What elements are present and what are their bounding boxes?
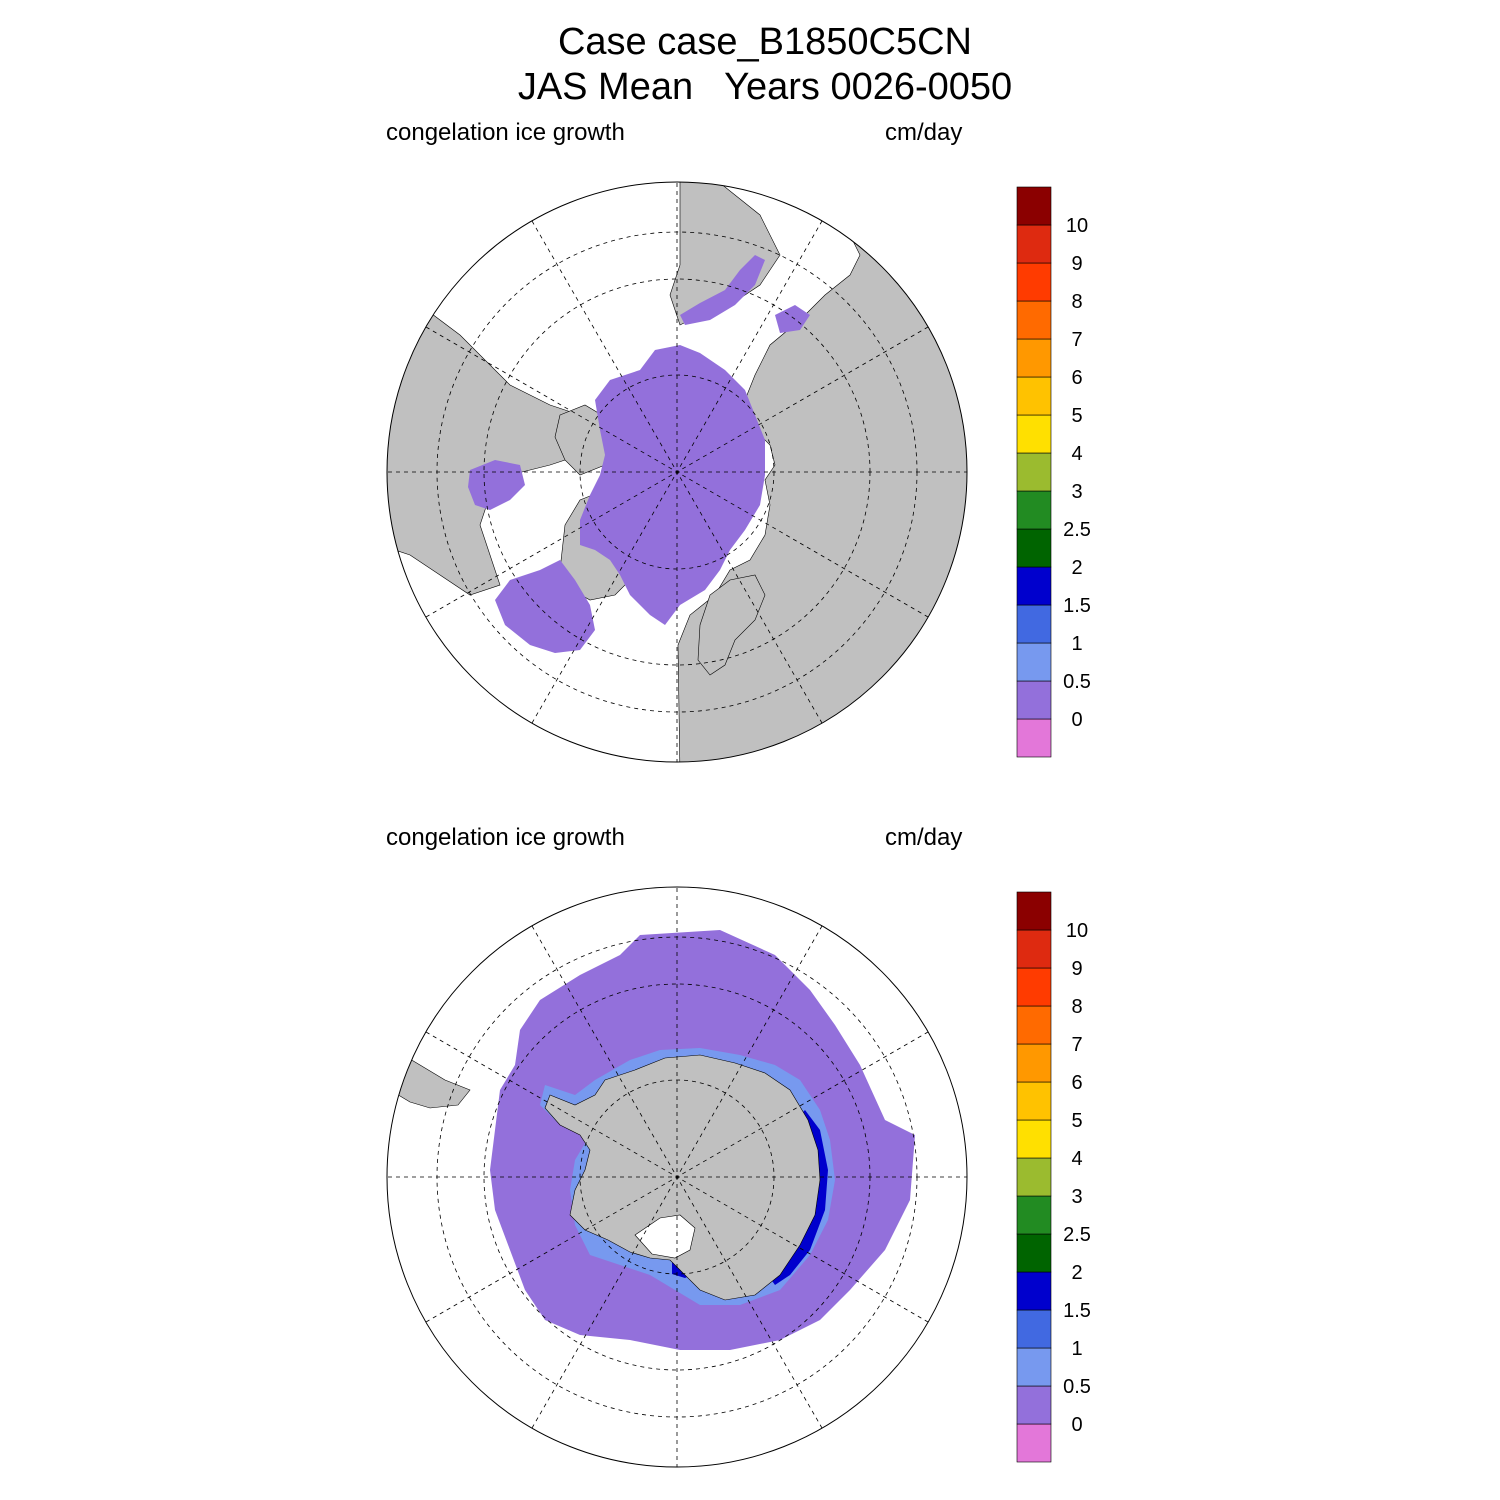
south-colorbar-box <box>1016 1119 1052 1159</box>
south-colorbar-box <box>1016 891 1052 931</box>
north-colorbar-box <box>1016 186 1052 226</box>
south-colorbar: 0 0.5 1 1.5 2 2.5 3 4 5 6 7 8 9 10 <box>1016 891 1091 1463</box>
north-colorbar-tick-label: 4 <box>1071 443 1082 465</box>
north-colorbar-tick-label: 2.5 <box>1063 519 1091 541</box>
south-colorbar-box <box>1016 1081 1052 1121</box>
north-colorbar-tick-label: 6 <box>1071 367 1082 389</box>
north-colorbar-box <box>1016 376 1052 416</box>
north-map-border <box>386 181 968 763</box>
figure-title-line1: Case case_B1850C5CN <box>557 21 972 63</box>
south-colorbar-tick-label: 2 <box>1071 1262 1082 1284</box>
north-polar-map: 0 0.5 1 1.5 2 2.5 3 4 5 6 7 8 9 10 <box>386 181 1091 763</box>
south-land-antarctica <box>544 1054 821 1301</box>
north-colorbar-box <box>1016 338 1052 378</box>
north-colorbar-box <box>1016 528 1052 568</box>
north-ice-growth-arctic <box>580 345 765 625</box>
north-colorbar: 0 0.5 1 1.5 2 2.5 3 4 5 6 7 8 9 10 <box>1016 186 1091 758</box>
south-units-label: cm/day <box>885 824 963 851</box>
south-colorbar-tick-label: 2.5 <box>1063 1224 1091 1246</box>
north-land-scandinavia <box>697 574 766 676</box>
south-colorbar-tick-label: 7 <box>1071 1034 1082 1056</box>
south-colorbar-box <box>1016 1005 1052 1045</box>
south-colorbar-box <box>1016 1347 1052 1387</box>
north-colorbar-tick-label: 3 <box>1071 481 1082 503</box>
south-colorbar-box <box>1016 967 1052 1007</box>
north-ice-growth-bering <box>775 305 810 333</box>
north-colorbar-box <box>1016 262 1052 302</box>
south-colorbar-tick-label: 4 <box>1071 1148 1082 1170</box>
north-colorbar-tick-label: 8 <box>1071 291 1082 313</box>
south-colorbar-box <box>1016 1195 1052 1235</box>
south-colorbar-tick-label: 0.5 <box>1063 1376 1091 1398</box>
north-colorbar-box <box>1016 452 1052 492</box>
north-colorbar-box <box>1016 718 1052 758</box>
south-polar-map: 0 0.5 1 1.5 2 2.5 3 4 5 6 7 8 9 10 <box>386 886 1091 1468</box>
south-colorbar-tick-label: 10 <box>1066 920 1088 942</box>
north-colorbar-tick-label: 7 <box>1071 329 1082 351</box>
north-colorbar-tick-label: 2 <box>1071 557 1082 579</box>
north-colorbar-tick-label: 9 <box>1071 253 1082 275</box>
north-land-north-america <box>387 304 591 596</box>
south-colorbar-tick-label: 8 <box>1071 996 1082 1018</box>
south-colorbar-box <box>1016 1385 1052 1425</box>
north-colorbar-tick-label: 1.5 <box>1063 595 1091 617</box>
north-colorbar-tick-label: 1 <box>1071 633 1082 655</box>
south-graticule <box>387 887 967 1467</box>
north-colorbar-box <box>1016 224 1052 264</box>
north-ice-growth-labrador <box>495 560 595 653</box>
south-colorbar-box <box>1016 1271 1052 1311</box>
north-colorbar-tick-label: 5 <box>1071 405 1082 427</box>
north-colorbar-box <box>1016 414 1052 454</box>
south-colorbar-tick-label: 1.5 <box>1063 1300 1091 1322</box>
south-colorbar-tick-label: 0 <box>1071 1414 1082 1436</box>
south-colorbar-box <box>1016 1043 1052 1083</box>
south-colorbar-tick-label: 6 <box>1071 1072 1082 1094</box>
north-graticule <box>387 182 967 762</box>
south-colorbar-box <box>1016 1309 1052 1349</box>
north-colorbar-box <box>1016 642 1052 682</box>
north-units-label: cm/day <box>885 119 963 146</box>
north-colorbar-tick-label: 0.5 <box>1063 671 1091 693</box>
north-colorbar-box <box>1016 566 1052 606</box>
north-colorbar-box <box>1016 604 1052 644</box>
south-ice-shelf-ross <box>634 1214 696 1259</box>
south-left-label: congelation ice growth <box>386 824 625 851</box>
north-ice-growth-okhotsk <box>680 255 765 325</box>
south-colorbar-tick-label: 9 <box>1071 958 1082 980</box>
north-left-label: congelation ice growth <box>386 119 625 146</box>
south-colorbar-box <box>1016 929 1052 969</box>
north-colorbar-tick-label: 10 <box>1066 215 1088 237</box>
north-ice-growth-hudson <box>468 460 525 510</box>
north-colorbar-box <box>1016 300 1052 340</box>
south-colorbar-tick-label: 5 <box>1071 1110 1082 1132</box>
south-colorbar-tick-label: 1 <box>1071 1338 1082 1360</box>
south-colorbar-tick-label: 3 <box>1071 1186 1082 1208</box>
figure-title-line2: JAS Mean Years 0026-0050 <box>517 66 1013 108</box>
south-map-border <box>386 886 968 1468</box>
north-colorbar-tick-label: 0 <box>1071 709 1082 731</box>
south-colorbar-box <box>1016 1157 1052 1197</box>
north-colorbar-box <box>1016 680 1052 720</box>
north-colorbar-box <box>1016 490 1052 530</box>
south-colorbar-box <box>1016 1423 1052 1463</box>
south-colorbar-box <box>1016 1233 1052 1273</box>
